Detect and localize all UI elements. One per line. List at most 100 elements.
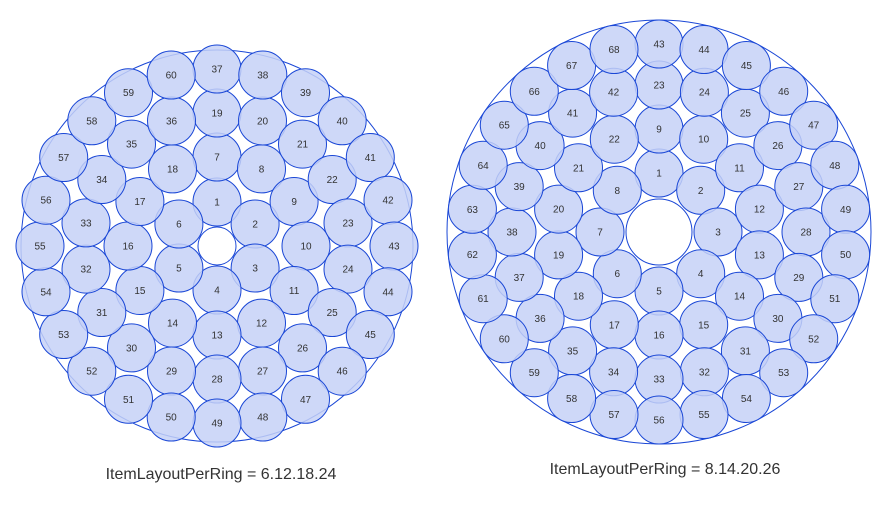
ring-item-label: 49 (211, 419, 223, 430)
ring-item-label: 25 (740, 109, 752, 120)
ring-item-circle (67, 96, 117, 146)
ring-item-label: 54 (40, 287, 52, 298)
ring-item-label: 21 (573, 163, 585, 174)
ring-item-label: 15 (698, 320, 710, 331)
ring-item-label: 6 (615, 269, 621, 280)
ring-item-circle (554, 143, 603, 193)
ring-item-label: 24 (699, 88, 711, 99)
ring-item-label: 11 (734, 163, 745, 174)
ring-item-label: 66 (529, 87, 541, 98)
ring-item-circle (281, 68, 330, 118)
inner-hole-circle (197, 226, 237, 266)
ring-item-circle (107, 119, 156, 169)
ring-item-label: 55 (34, 242, 46, 253)
ring-item-label: 65 (499, 121, 511, 132)
ring-item-label: 31 (740, 346, 752, 357)
ring-item-circle (307, 155, 357, 204)
ring-item-circle (39, 133, 89, 182)
ring-item-label: 67 (566, 61, 578, 72)
ring-item-label: 38 (257, 71, 269, 82)
ring-item-circle (67, 346, 117, 396)
ring-item-circle (810, 274, 860, 324)
ring-item-label: 29 (166, 367, 178, 378)
ring-item-label: 38 (506, 228, 518, 239)
ring-item-label: 22 (327, 175, 339, 186)
ring-item-label: 63 (467, 205, 479, 216)
ring-diagram-6-12-18-24: 1234567891011121314151617181920212223242… (15, 44, 419, 448)
ring-item-circle (230, 243, 280, 293)
ring-item-label: 41 (567, 109, 579, 120)
ring-item-circle (715, 143, 764, 193)
ring-item-circle (77, 155, 127, 204)
ring-item-label: 5 (656, 287, 662, 298)
ring-item-label: 30 (126, 343, 138, 354)
ring-item-circle (104, 374, 153, 424)
ring-item-circle (458, 140, 508, 190)
ring-item-label: 6 (176, 220, 182, 231)
ring-item-label: 31 (96, 308, 108, 319)
ring-item-label: 20 (553, 205, 565, 216)
ring-item-label: 9 (656, 125, 662, 136)
ring-item-label: 55 (698, 410, 710, 421)
ring-item-label: 43 (388, 242, 400, 253)
ring-item-label: 60 (166, 71, 178, 82)
ring-item-label: 53 (778, 368, 790, 379)
ring-item-label: 47 (300, 395, 312, 406)
ring-item-label: 53 (58, 330, 70, 341)
ring-item-label: 21 (297, 140, 309, 151)
ring-item-circle (534, 184, 584, 234)
ring-item-label: 2 (252, 220, 258, 231)
ring-item-label: 26 (772, 141, 784, 152)
ring-item-label: 28 (211, 375, 223, 386)
ring-item-label: 51 (829, 294, 841, 305)
ring-item-label: 16 (122, 242, 134, 253)
ring-item-label: 45 (365, 330, 377, 341)
ring-item-circle (592, 249, 642, 299)
ring-item-circle (21, 175, 71, 225)
ring-item-label: 49 (840, 205, 852, 216)
ring-item-circle (115, 177, 165, 226)
ring-item-label: 7 (597, 228, 603, 239)
ring-item-circle (107, 323, 156, 373)
ring-item-circle (104, 68, 153, 118)
ring-item-label: 37 (211, 65, 223, 76)
caption-left: ItemLayoutPerRing = 6.12.18.24 (105, 466, 337, 483)
ring-item-label: 59 (529, 368, 541, 379)
caption-right: ItemLayoutPerRing = 8.14.20.26 (549, 461, 781, 478)
ring-item-label: 12 (754, 205, 766, 216)
ring-item-label: 18 (167, 164, 179, 175)
ring-item-label: 50 (840, 250, 852, 261)
ring-item-label: 52 (808, 334, 820, 345)
ring-item-label: 41 (365, 153, 377, 164)
ring-item-circle (789, 314, 839, 364)
ring-item-label: 8 (615, 186, 621, 197)
ring-item-label: 32 (80, 265, 92, 276)
ring-item-label: 58 (566, 394, 578, 405)
ring-item-label: 27 (257, 367, 269, 378)
ring-item-circle (278, 323, 327, 373)
ring-item-label: 68 (608, 45, 620, 56)
ring-item-label: 59 (123, 88, 135, 99)
ring-item-circle (278, 119, 327, 169)
ring-item-label: 42 (608, 88, 620, 99)
ring-item-label: 35 (567, 346, 579, 357)
ring-item-label: 45 (741, 61, 753, 72)
ring-item-circle (759, 66, 809, 116)
ring-item-circle (479, 100, 529, 150)
ring-item-circle (61, 198, 111, 248)
ring-item-label: 57 (608, 410, 620, 421)
ring-item-label: 35 (126, 140, 138, 151)
ring-item-label: 48 (257, 413, 269, 424)
ring-item-circle (759, 348, 809, 398)
ring-item-label: 32 (699, 367, 711, 378)
ring-item-label: 23 (342, 218, 354, 229)
ring-item-label: 33 (653, 375, 665, 386)
ring-item-circle (323, 244, 373, 294)
ring-item-label: 36 (535, 314, 547, 325)
ring-item-label: 51 (123, 395, 135, 406)
ring-item-label: 11 (289, 286, 300, 297)
ring-item-label: 47 (808, 121, 820, 132)
ring-item-label: 22 (609, 135, 621, 146)
ring-item-label: 12 (256, 319, 268, 330)
